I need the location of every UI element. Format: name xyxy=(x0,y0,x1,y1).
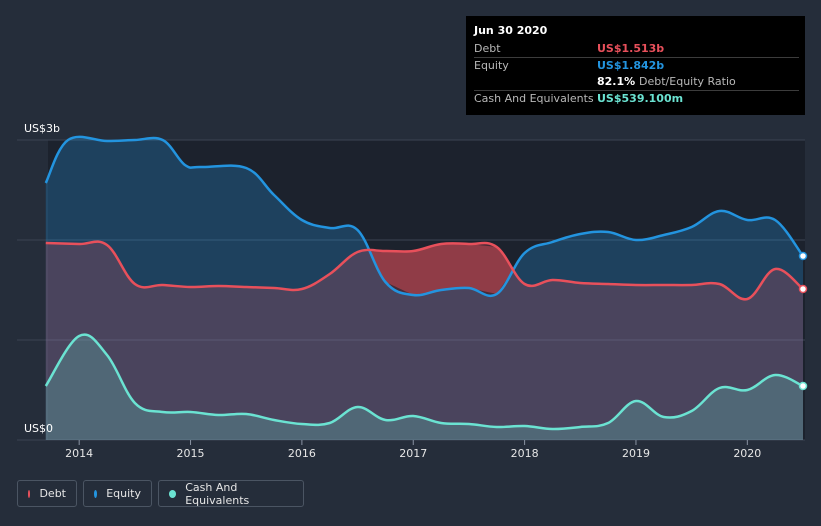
x-tick-label: 2019 xyxy=(622,447,650,460)
tooltip-equity-value: US$1.842b xyxy=(597,59,665,72)
equity-dot-icon xyxy=(94,489,98,498)
x-tick-label: 2018 xyxy=(511,447,539,460)
x-tick-label: 2014 xyxy=(65,447,93,460)
x-axis-ticks: 2014 2015 2016 2017 2018 2019 2020 xyxy=(65,440,761,460)
tooltip-debt-row: Debt US$1.513b xyxy=(474,40,799,58)
series-lines xyxy=(44,135,805,431)
tooltip-cash-row: Cash And Equivalents US$539.100m xyxy=(474,90,799,107)
x-tick-label: 2020 xyxy=(733,447,761,460)
cash-line xyxy=(44,333,804,431)
tooltip-ratio: 82.1% Debt/Equity Ratio xyxy=(597,75,736,88)
tooltip-equity-row: Equity US$1.842b xyxy=(474,57,799,74)
legend-cash[interactable]: Cash And Equivalents xyxy=(158,480,304,507)
x-tick-label: 2016 xyxy=(288,447,316,460)
legend-debt[interactable]: Debt xyxy=(17,480,77,507)
tooltip-ratio-label: Debt/Equity Ratio xyxy=(639,75,736,88)
debt-area xyxy=(45,241,803,440)
tooltip-cash-value: US$539.100m xyxy=(597,92,684,105)
tooltip-equity-label: Equity xyxy=(474,59,509,72)
debt-end-marker xyxy=(798,284,808,294)
equity-line xyxy=(44,135,805,298)
grid xyxy=(17,139,805,441)
cash-end-marker xyxy=(798,381,808,391)
debt-dot-icon xyxy=(28,489,31,498)
legend-equity[interactable]: Equity xyxy=(83,480,152,507)
tooltip-debt-value: US$1.513b xyxy=(597,42,665,55)
cash-dot-icon xyxy=(169,489,177,498)
highlight-region xyxy=(48,140,805,440)
debt-exceeds-equity-region xyxy=(370,244,514,295)
tooltip-panel: Jun 30 2020 Debt US$1.513b Equity US$1.8… xyxy=(466,16,805,115)
legend-equity-label: Equity xyxy=(106,487,141,500)
debt-line xyxy=(45,240,804,301)
y-axis-bottom-label: US$0 xyxy=(24,422,53,435)
legend-debt-label: Debt xyxy=(39,487,66,500)
x-tick-label: 2015 xyxy=(177,447,205,460)
tooltip-debt-label: Debt xyxy=(474,42,501,55)
y-axis-top-label: US$3b xyxy=(24,122,60,135)
equity-end-marker xyxy=(798,251,808,261)
tooltip-date: Jun 30 2020 xyxy=(474,24,548,37)
x-tick-label: 2017 xyxy=(399,447,427,460)
legend-cash-label: Cash And Equivalents xyxy=(185,480,250,507)
equity-area xyxy=(45,136,803,440)
tooltip-ratio-row: 82.1% Debt/Equity Ratio xyxy=(474,73,799,91)
tooltip-ratio-value: 82.1% xyxy=(597,75,636,88)
series-end-markers xyxy=(798,251,808,391)
tooltip-cash-label: Cash And Equivalents xyxy=(474,92,594,105)
